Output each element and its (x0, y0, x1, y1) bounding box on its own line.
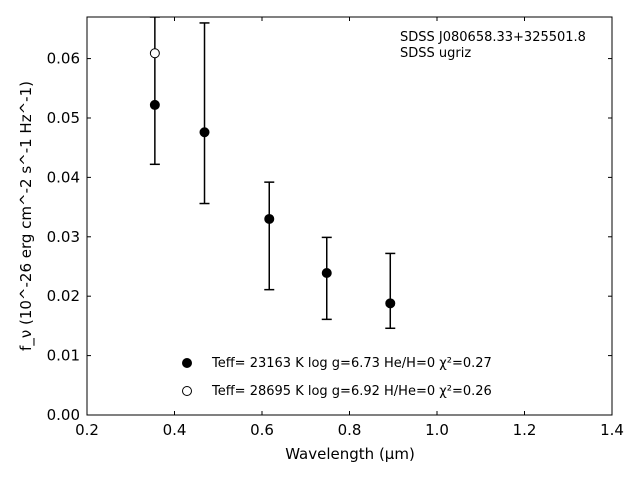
x-tick-label: 0.4 (163, 421, 187, 439)
y-tick-label: 0.05 (47, 109, 80, 127)
x-axis-label: Wavelength (μm) (285, 445, 415, 463)
x-tick-label: 1.2 (513, 421, 537, 439)
data-marks (149, 17, 396, 330)
survey-annotation: SDSS ugriz (400, 46, 471, 61)
y-axis-label: f_ν (10^-26 erg cm^-2 s^-1 Hz^-1) (17, 81, 36, 351)
y-tick-label: 0.00 (47, 406, 80, 424)
x-tick-label: 1.0 (425, 421, 449, 439)
data-point-open (149, 48, 160, 59)
data-point-filled (385, 298, 396, 309)
object-name-annotation: SDSS J080658.33+325501.8 (400, 30, 586, 45)
y-tick-label: 0.06 (47, 50, 80, 68)
x-tick-label: 0.2 (75, 421, 99, 439)
y-tick-label: 0.02 (47, 287, 80, 305)
legend-entry-2: Teff= 28695 K log g=6.92 H/He=0 χ²=0.26 (211, 384, 492, 399)
x-tick-label: 0.6 (250, 421, 274, 439)
legend: Teff= 23163 K log g=6.73 He/H=0 χ²=0.27 … (182, 356, 492, 399)
y-tick-label: 0.03 (47, 228, 80, 246)
x-tick-label: 1.4 (600, 421, 624, 439)
legend-marker-open (182, 386, 192, 396)
legend-entry-1: Teff= 23163 K log g=6.73 He/H=0 χ²=0.27 (211, 356, 492, 371)
legend-marker-filled (182, 358, 192, 368)
x-tick-label: 0.8 (338, 421, 362, 439)
plot-area: 0.2 0.4 0.6 0.8 1.0 1.2 1.4 0.00 0.01 0.02 0.03 0.0… (47, 16, 624, 439)
data-point-filled (264, 213, 275, 224)
y-tick-label: 0.01 (47, 347, 80, 365)
data-point-filled (321, 268, 332, 279)
y-tick-label: 0.04 (47, 168, 80, 186)
data-point-filled (149, 99, 160, 110)
data-point-filled (199, 127, 210, 138)
